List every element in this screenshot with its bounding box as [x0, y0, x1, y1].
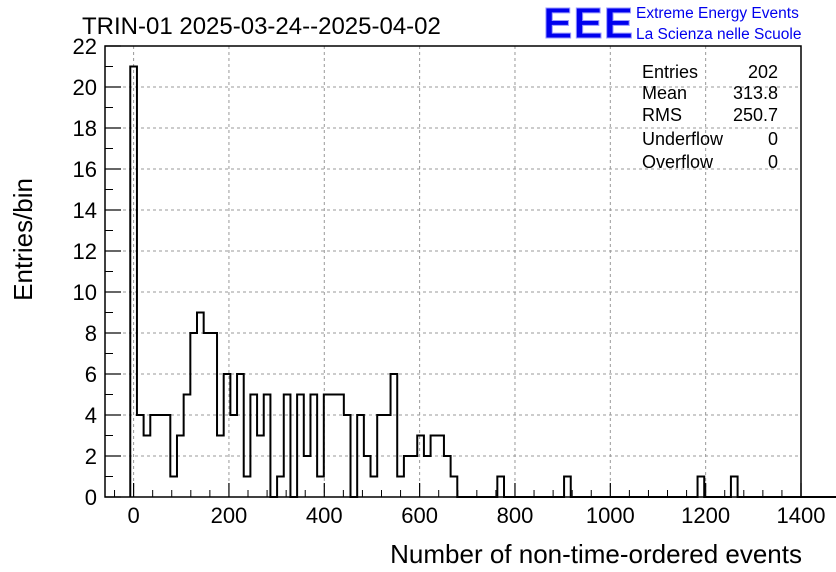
y-tick-label: 8: [85, 321, 97, 346]
chart-title: TRIN-01 2025-03-24--2025-04-02: [82, 13, 441, 40]
y-tick-label: 22: [73, 34, 97, 59]
stats-overflow-label: Overflow: [642, 152, 714, 172]
eee-logo: EEE Extreme Energy Events La Scienza nel…: [543, 0, 802, 49]
y-tick-label: 2: [85, 444, 97, 469]
stats-underflow-value: 0: [768, 129, 778, 149]
x-tick-label: 200: [211, 503, 248, 528]
y-tick-label: 6: [85, 362, 97, 387]
x-axis-label: Number of non-time-ordered events: [390, 539, 802, 569]
eee-logo-line2: La Scienza nelle Scuole: [636, 26, 801, 43]
stats-mean-label: Mean: [642, 83, 687, 103]
eee-logo-line1: Extreme Energy Events: [636, 5, 799, 22]
y-tick-label: 4: [85, 403, 97, 428]
stats-rms-label: RMS: [642, 105, 682, 125]
stats-rms-value: 250.7: [733, 105, 778, 125]
y-tick-label: 12: [73, 239, 97, 264]
x-tick-label: 400: [306, 503, 343, 528]
y-tick-label: 0: [85, 485, 97, 510]
x-tick-label: 1000: [586, 503, 635, 528]
y-tick-label: 14: [73, 198, 97, 223]
stats-entries-value: 202: [748, 62, 778, 82]
grid: [105, 46, 801, 497]
eee-logo-mark: EEE: [543, 0, 634, 48]
x-tick-label: 800: [497, 503, 534, 528]
x-tick-label: 600: [401, 503, 438, 528]
y-axis-label: Entries/bin: [8, 178, 38, 301]
stats-underflow-label: Underflow: [642, 129, 724, 149]
stats-overflow-value: 0: [768, 152, 778, 172]
histogram-outline: [129, 65, 836, 498]
stats-mean-value: 313.8: [733, 83, 778, 103]
plot-frame: [104, 45, 802, 498]
histogram: [129, 65, 836, 498]
y-tick-label: 18: [73, 116, 97, 141]
stats-box: Entries 202 Mean 313.8 RMS 250.7 Underfl…: [642, 62, 778, 172]
y-tick-label: 20: [73, 75, 97, 100]
y-tick-label: 16: [73, 157, 97, 182]
y-tick-label: 10: [73, 280, 97, 305]
x-tick-label: 1200: [681, 503, 730, 528]
stats-entries-label: Entries: [642, 62, 698, 82]
x-tick-label: 0: [127, 503, 139, 528]
x-tick-label: 1400: [777, 503, 826, 528]
